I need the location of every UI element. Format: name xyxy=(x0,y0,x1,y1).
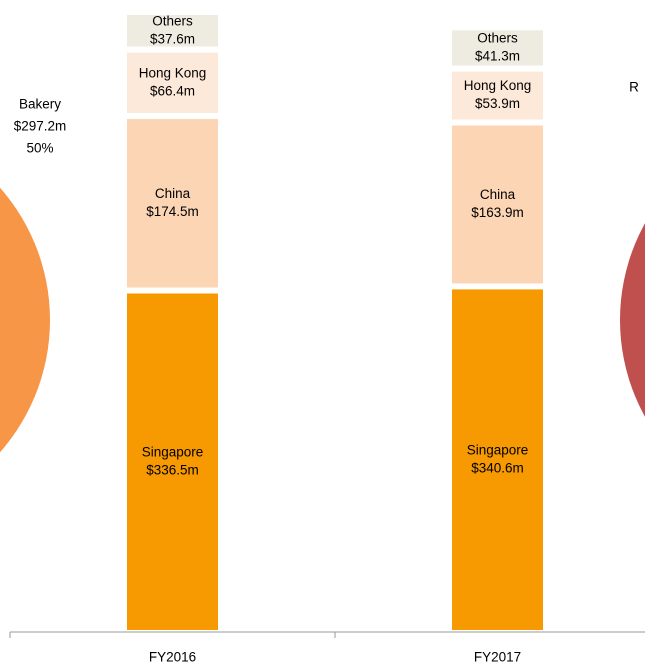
segment-name: Others xyxy=(152,13,193,28)
data-label: $163.9m xyxy=(471,205,524,220)
bar-segment xyxy=(127,15,218,47)
bar-segment xyxy=(452,289,543,630)
segment-name: China xyxy=(155,186,191,201)
bar-segment xyxy=(127,52,218,113)
bar-segment xyxy=(452,30,543,66)
pie-decoration xyxy=(620,223,645,417)
bar-segment xyxy=(452,71,543,120)
pie-value-label: $297.2m xyxy=(14,119,67,134)
data-label: $174.5m xyxy=(146,204,199,219)
data-label: $37.6m xyxy=(150,31,195,46)
pie-percent-label: 50% xyxy=(26,141,53,156)
bar-segment xyxy=(452,125,543,284)
segment-name: Hong Kong xyxy=(464,78,532,93)
pie-slice xyxy=(0,187,50,453)
data-label: $336.5m xyxy=(146,462,199,477)
segment-name: China xyxy=(480,187,516,202)
x-tick-label: FY2017 xyxy=(474,650,521,665)
pie-label: Bakery xyxy=(19,97,61,112)
bar-segment xyxy=(127,119,218,288)
segment-name: Singapore xyxy=(142,444,204,459)
segment-name: Others xyxy=(477,31,518,46)
annotation: R xyxy=(629,80,639,95)
segment-name: Singapore xyxy=(467,442,529,457)
bar-segment xyxy=(127,293,218,630)
data-label: $53.9m xyxy=(475,96,520,111)
data-label: $66.4m xyxy=(150,83,195,98)
segment-name: Hong Kong xyxy=(139,65,207,80)
data-label: $340.6m xyxy=(471,460,524,475)
x-tick-label: FY2016 xyxy=(149,650,196,665)
data-label: $41.3m xyxy=(475,49,520,64)
